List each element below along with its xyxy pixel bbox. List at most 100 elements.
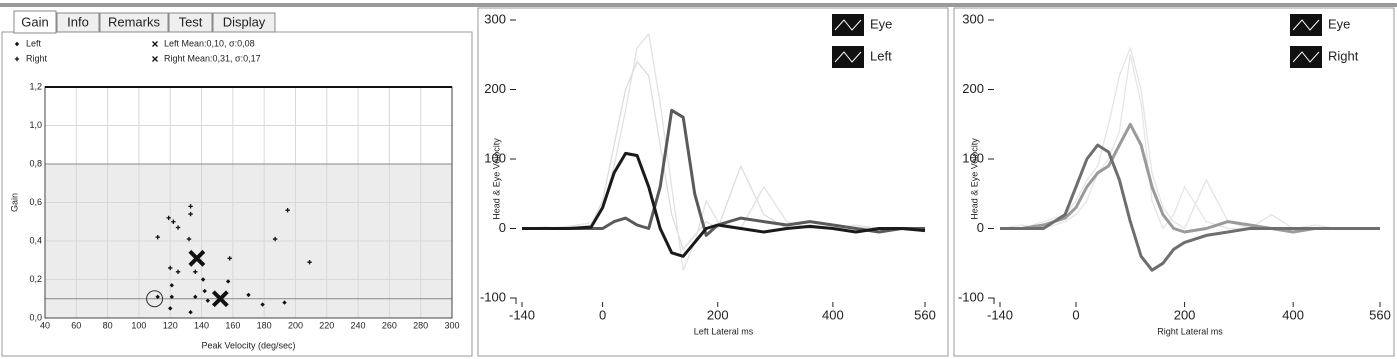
trace: [1000, 143, 1380, 272]
mean-point: [211, 290, 229, 308]
point: [188, 211, 193, 217]
x-tick-label: 400: [1282, 307, 1304, 322]
legend-symbol: [152, 56, 158, 62]
tab[interactable]: Remarks: [99, 12, 169, 33]
point: [285, 208, 290, 213]
y-axis-label: Head & Eye Velocity: [969, 138, 979, 220]
y-tick-label: 0,2: [29, 274, 42, 284]
y-axis-label: Gain: [9, 193, 19, 212]
tab[interactable]: Info: [56, 12, 100, 33]
x-tick-label: 220: [319, 320, 334, 330]
tab-box[interactable]: [99, 12, 169, 33]
x-tick-label: 280: [413, 320, 428, 330]
x-tick-label: 560: [1369, 307, 1391, 322]
x-tick-label: -140: [509, 307, 535, 322]
tab-label[interactable]: Info: [67, 14, 89, 29]
legend-label: Left Mean:0,10, σ:0,08: [164, 38, 255, 48]
point: [169, 294, 174, 300]
tab-label[interactable]: Remarks: [108, 14, 161, 29]
y-tick-label: 0,0: [29, 312, 42, 322]
legend-symbol: [14, 41, 20, 47]
y-axis-end: [988, 297, 995, 304]
y-tick-label: 300: [962, 11, 984, 26]
legend-wave: [834, 19, 862, 31]
y-tick-label: 0: [977, 220, 984, 235]
top-bar: [0, 3, 1397, 7]
x-tick-label: 200: [1174, 307, 1196, 322]
point: [193, 294, 198, 300]
point: [193, 269, 198, 274]
x-axis-label: Right Lateral ms: [1157, 326, 1223, 336]
x-tick-label: 80: [103, 320, 113, 330]
x-tick-label: 240: [351, 320, 366, 330]
y-tick-label: 200: [484, 81, 506, 96]
legend-wave: [1292, 51, 1320, 63]
tab[interactable]: Test: [168, 12, 213, 33]
tab-label[interactable]: Display: [223, 14, 266, 29]
point: [169, 283, 174, 288]
point: [155, 294, 160, 300]
tab-box[interactable]: [212, 12, 276, 33]
x-tick-label: 140: [194, 320, 209, 330]
tab[interactable]: Display: [212, 12, 276, 33]
y-tick-label: 0,4: [29, 235, 42, 245]
point: [282, 300, 287, 305]
highlight-circle: [146, 290, 164, 308]
x-tick-label: 0: [1072, 307, 1079, 322]
x-tick-label: 200: [288, 320, 303, 330]
x-tick-label: 560: [914, 307, 936, 322]
x-tick-label: 0: [599, 307, 606, 322]
tab-box[interactable]: [56, 12, 100, 33]
legend-label: Right: [1328, 48, 1359, 63]
point: [166, 215, 171, 221]
y-tick-label: 200: [962, 81, 984, 96]
x-tick-label: 100: [131, 320, 146, 330]
legend-label: Eye: [1328, 16, 1350, 31]
point: [168, 306, 173, 311]
point: [260, 302, 265, 307]
point: [200, 277, 206, 282]
tab-box[interactable]: [13, 10, 57, 34]
mean-point: [188, 249, 206, 267]
x-tick-label: 200: [707, 307, 729, 322]
tab-box[interactable]: [168, 12, 213, 33]
y-tick-label: -100: [480, 289, 506, 304]
x-tick-label: 300: [444, 320, 459, 330]
x-axis-label: Left Lateral ms: [694, 326, 754, 336]
point: [175, 269, 181, 274]
legend-symbol: [14, 56, 20, 62]
left-panel: [477, 7, 949, 357]
y-tick-label: 0: [499, 220, 506, 235]
legend-label: Left: [870, 48, 892, 63]
point: [225, 279, 231, 284]
point: [227, 256, 232, 261]
point: [171, 219, 176, 224]
x-tick-label: 400: [822, 307, 844, 322]
x-tick-label: 160: [225, 320, 240, 330]
trace: [522, 108, 925, 237]
point: [307, 259, 312, 265]
y-tick-label: 300: [484, 11, 506, 26]
point: [188, 310, 193, 315]
legend-wave: [1292, 19, 1320, 31]
y-axis-label: Head & Eye Velocity: [491, 138, 501, 220]
point: [202, 288, 207, 294]
point: [246, 292, 251, 298]
y-tick-label: 1,2: [29, 81, 42, 91]
y-tick-label: 0,8: [29, 158, 42, 168]
point: [205, 298, 210, 303]
trace: [522, 151, 926, 258]
tab-label[interactable]: Gain: [21, 14, 48, 29]
y-tick-label: 0,6: [29, 197, 42, 207]
x-tick-label: -140: [987, 307, 1013, 322]
trace: [1000, 122, 1380, 234]
legend-label: Right: [26, 53, 48, 63]
legend-wave: [834, 51, 862, 63]
x-tick-label: 120: [163, 320, 178, 330]
x-axis-label: Peak Velocity (deg/sec): [201, 340, 295, 350]
tab[interactable]: Gain: [13, 10, 57, 34]
x-tick-label: 60: [71, 320, 81, 330]
y-axis-end: [510, 297, 517, 304]
tab-label[interactable]: Test: [179, 14, 203, 29]
